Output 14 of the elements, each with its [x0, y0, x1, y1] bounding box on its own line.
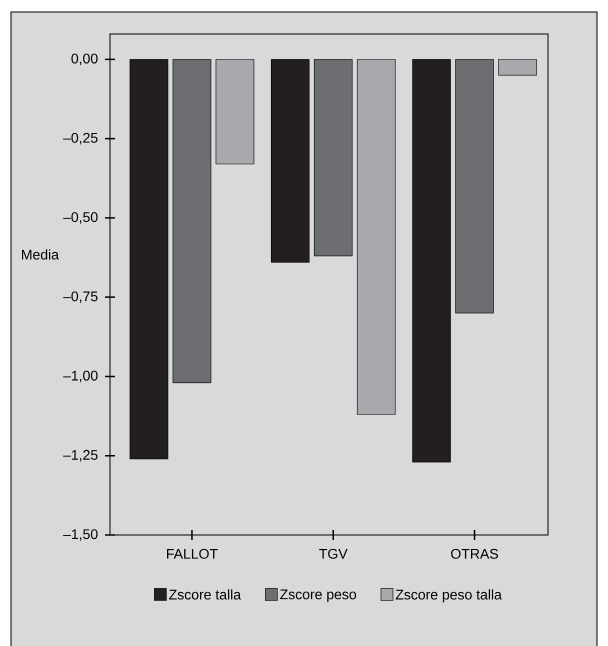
x-tick-label: OTRAS — [451, 548, 498, 559]
y-tick-label: –0,50 — [63, 212, 98, 224]
y-axis-title: Media — [22, 249, 59, 260]
legend-label: Zscore peso talla — [396, 589, 502, 602]
legend-label: Zscore talla — [169, 589, 242, 600]
y-tick-label: –0,25 — [63, 132, 98, 144]
legend-label: Zscore peso — [280, 590, 356, 602]
y-tick-label: –0,75 — [63, 291, 98, 303]
y-tick-label: –1,25 — [63, 450, 98, 462]
y-tick-label: –1,50 — [63, 529, 98, 541]
x-tick-label: FALLOT — [167, 548, 218, 559]
y-tick-label: 0,00 — [71, 54, 98, 66]
y-tick-label: –1,00 — [63, 370, 98, 382]
x-tick-label: TGV — [319, 548, 348, 559]
